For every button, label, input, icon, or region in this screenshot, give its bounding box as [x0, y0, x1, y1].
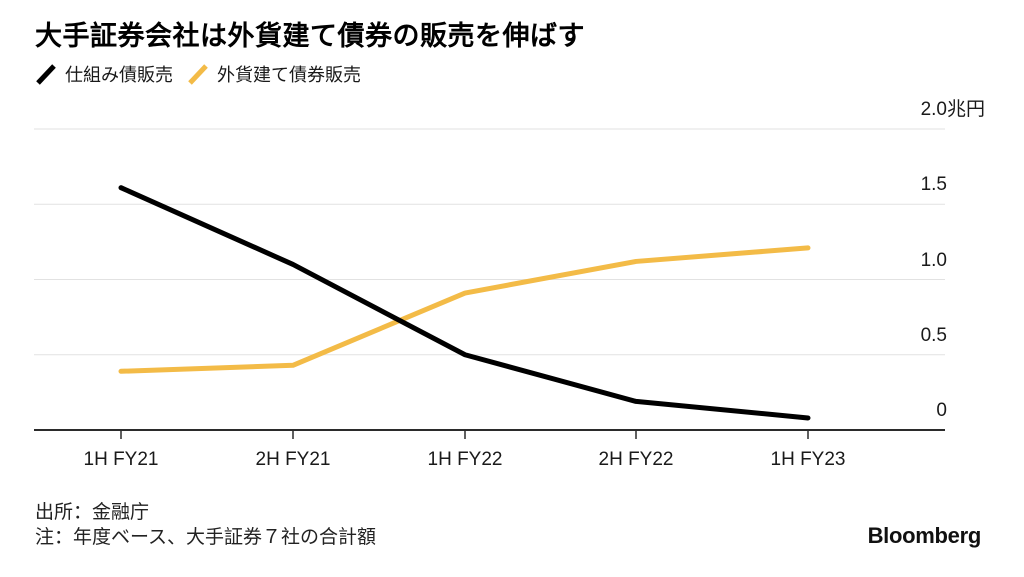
y-tick-label: 2.0 兆円 — [920, 99, 986, 120]
bloomberg-logo: Bloomberg — [867, 523, 982, 548]
series-line — [118, 185, 811, 421]
legend-item-structured-bonds: 仕組み債販売 — [35, 61, 173, 87]
y-tick-label: 1.5 — [920, 174, 947, 196]
legend-item-foreign-currency-bonds: 外貨建て債券販売 — [187, 61, 361, 87]
y-tick-label: 1.0 — [920, 249, 947, 271]
line-swatch-icon — [36, 64, 56, 85]
x-tick-label: 1H FY21 — [83, 449, 159, 470]
legend: 仕組み債販売 外貨建て債券販売 — [35, 61, 375, 87]
legend-label: 仕組み債販売 — [65, 65, 173, 85]
x-tick-label: 1H FY22 — [427, 449, 503, 470]
y-tick-label: 0 — [936, 400, 947, 421]
footnote: 注：年度ベース、大手証券７社の合計額 — [35, 527, 377, 548]
x-tick-label: 1H FY23 — [770, 449, 846, 470]
series-line — [118, 245, 811, 374]
line-swatch-icon — [188, 64, 208, 85]
y-tick-label: 0.5 — [920, 324, 947, 346]
x-tick-label: 2H FY21 — [255, 449, 331, 470]
x-tick-label: 2H FY22 — [598, 449, 674, 470]
chart-title: 大手証券会社は外貨建て債券の販売を伸ばす — [35, 21, 585, 51]
chart-footer: 出所：金融庁 注：年度ベース、大手証券７社の合計額 — [35, 500, 376, 550]
source-note: 出所：金融庁 — [35, 502, 150, 523]
legend-label: 外貨建て債券販売 — [217, 65, 361, 85]
